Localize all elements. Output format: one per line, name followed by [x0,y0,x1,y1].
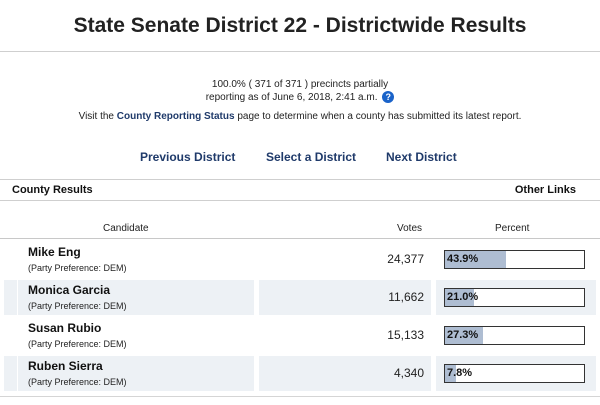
votes-cell: 4,340 [259,356,431,391]
percent-bar: 27.3% [444,326,585,345]
percent-bar-fill [445,365,456,382]
party-preference: (Party Preference: DEM) [28,263,127,273]
party-preference: (Party Preference: DEM) [28,301,127,311]
row-stub [4,242,17,277]
percent-cell: 21.0% [436,280,596,315]
percent-bar-fill [445,327,483,344]
section-bar: County Results Other Links [0,179,600,201]
previous-district-link[interactable]: Previous District [140,150,236,164]
row-stub [4,280,17,315]
precincts-line: 100.0% ( 371 of 371 ) precincts partiall… [211,79,389,90]
select-district-link[interactable]: Select a District [266,150,357,164]
candidate-name: Monica Garcia [28,283,111,297]
row-stub [4,356,17,391]
candidate-cell: Susan Rubio (Party Preference: DEM) [18,318,254,353]
visit-suffix: page to determine when a county has subm… [237,111,522,122]
candidate-cell: Monica Garcia (Party Preference: DEM) [18,280,254,315]
percent-bar-fill [445,251,507,268]
vote-count: 11,662 [388,290,424,304]
percent-cell: 43.9% [436,242,596,277]
table-row: Mike Eng (Party Preference: DEM) 24,377 … [0,242,600,280]
percent-label: 43.9% [447,253,479,265]
percent-bar: 43.9% [444,250,585,269]
percent-cell: 27.3% [436,318,596,353]
vote-count: 24,377 [387,252,424,266]
percent-bar: 7.8% [444,364,585,383]
candidate-name: Ruben Sierra [28,359,103,373]
candidate-cell: Mike Eng (Party Preference: DEM) [18,242,254,277]
page-title: State Senate District 22 - Districtwide … [73,14,527,37]
row-stub [4,318,17,353]
county-reporting-status-link[interactable]: County Reporting Status [116,111,235,122]
vote-count: 15,133 [387,328,424,342]
visit-prefix: Visit the [78,111,114,122]
candidate-cell: Ruben Sierra (Party Preference: DEM) [18,356,254,391]
percent-label: 7.8% [447,367,473,379]
table-row: Susan Rubio (Party Preference: DEM) 15,1… [0,318,600,356]
percent-bar-fill [445,289,475,306]
percent-bar: 21.0% [444,288,585,307]
percent-cell: 7.8% [436,356,596,391]
reporting-time-line: reporting as of June 6, 2018, 2:41 a.m. … [0,91,600,104]
percent-label: 27.3% [447,329,479,341]
reporting-status: 100.0% ( 371 of 371 ) precincts partiall… [0,78,600,104]
vote-count: 4,340 [393,366,424,380]
candidate-name: Mike Eng [28,245,81,259]
header-percent: Percent [495,223,530,234]
bottom-divider [0,396,600,397]
reporting-time-text: reporting as of June 6, 2018, 2:41 a.m. [205,92,378,103]
votes-cell: 15,133 [259,318,431,353]
question-mark-icon[interactable]: ? [382,91,395,104]
county-status-note: Visit the County Reporting Status page t… [0,111,600,122]
header-divider [0,238,600,239]
votes-cell: 24,377 [259,242,431,277]
votes-cell: 11,662 [259,280,431,315]
next-district-link[interactable]: Next District [386,150,457,164]
other-links-link[interactable]: Other Links [514,184,576,196]
header-candidate: Candidate [103,223,149,234]
party-preference: (Party Preference: DEM) [28,339,127,349]
party-preference: (Party Preference: DEM) [28,377,127,387]
title-bar: State Senate District 22 - Districtwide … [0,0,600,52]
table-row: Ruben Sierra (Party Preference: DEM) 4,3… [0,356,600,394]
county-results-link[interactable]: County Results [12,184,93,196]
table-row: Monica Garcia (Party Preference: DEM) 11… [0,280,600,318]
candidate-name: Susan Rubio [28,321,102,335]
percent-label: 21.0% [447,291,479,303]
header-votes: Votes [397,223,423,234]
